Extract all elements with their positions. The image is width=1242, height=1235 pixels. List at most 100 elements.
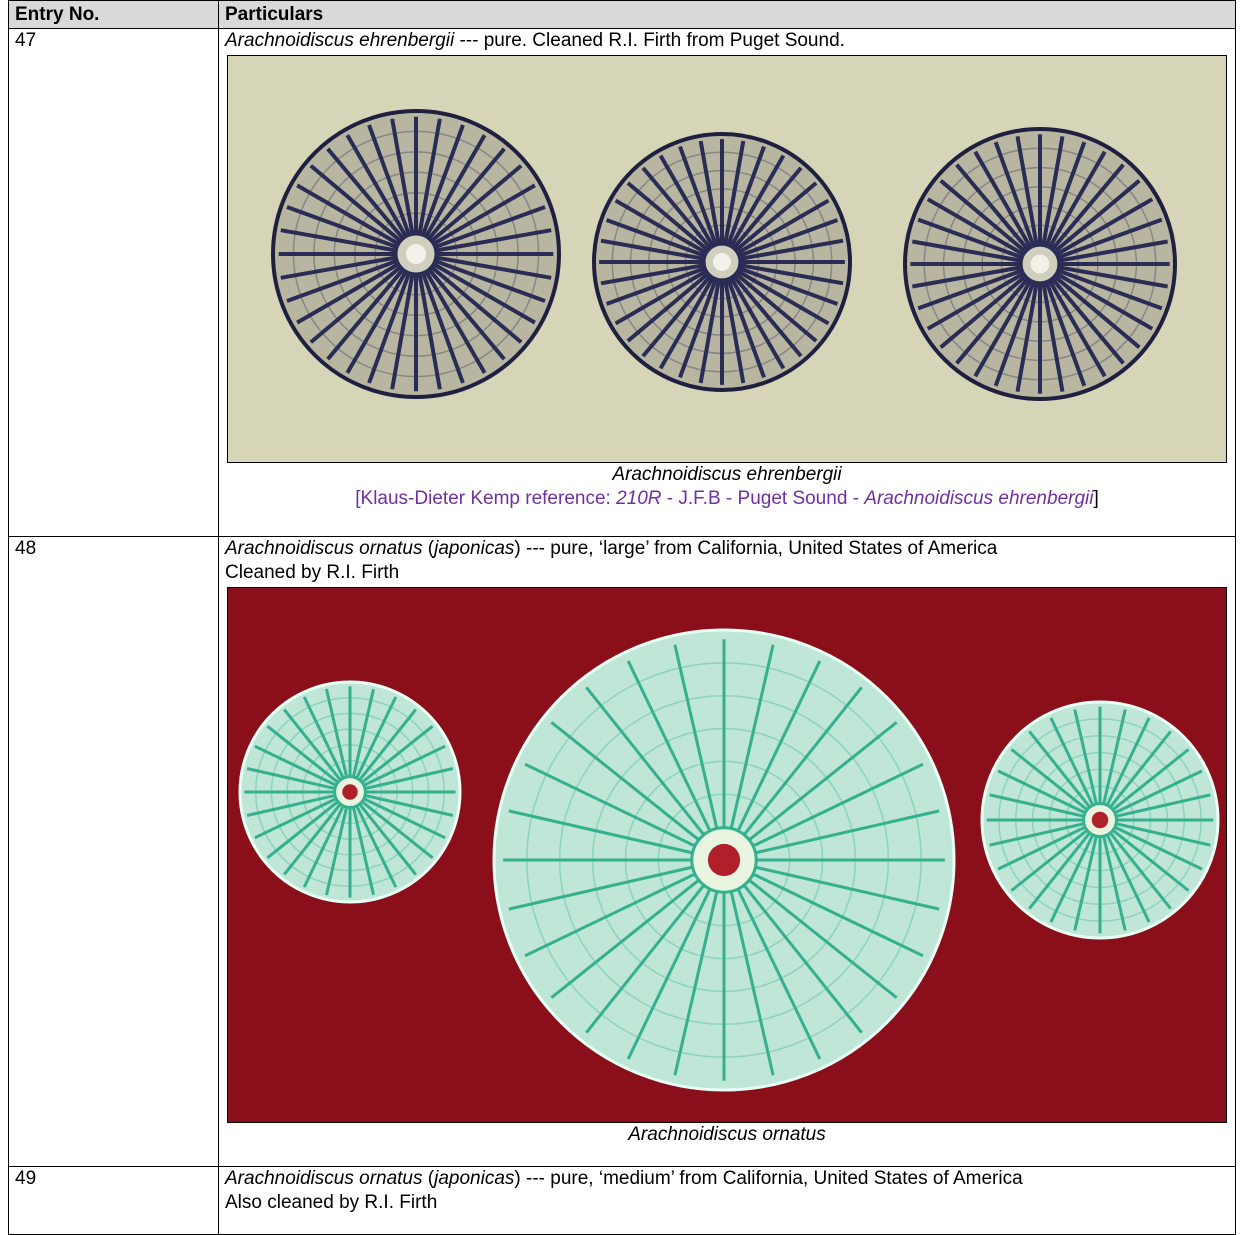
diatom-spoke — [917, 267, 1026, 311]
diatom-spoke — [1049, 832, 1096, 923]
diatom-spoke — [550, 876, 704, 999]
diatom-spoke — [361, 796, 446, 840]
photograph — [227, 55, 1227, 463]
diatom-spoke — [432, 255, 552, 280]
diatom-spoke — [1015, 279, 1040, 392]
text-run: - J.F.B - Puget Sound - — [661, 488, 865, 509]
diatom-spoke — [912, 239, 1025, 264]
text-run: Cleaned by R.I. Firth — [225, 562, 400, 583]
figure: Arachnoidiscus ornatus — [225, 587, 1229, 1147]
figure-caption: Arachnoidiscus ornatus — [628, 1124, 826, 1145]
diatom-spoke — [309, 164, 405, 245]
diatom-spoke — [1010, 827, 1090, 892]
diatom-spoke — [734, 660, 822, 836]
diatom-center — [707, 843, 741, 877]
diatom-spoke — [359, 799, 434, 860]
entry-number: 48 — [8, 536, 219, 1167]
diatom-spoke — [1040, 136, 1065, 249]
figure: Arachnoidiscus ehrenbergii [Klaus-Dieter … — [225, 55, 1229, 511]
diatom-center — [1030, 254, 1050, 274]
entries-table: Entry No. Particulars 47 Arachnoidiscus e… — [8, 0, 1236, 1235]
diatom-spoke — [390, 270, 415, 390]
diatom-spoke — [351, 804, 375, 896]
diatom-spoke — [735, 218, 839, 259]
diatom-spoke — [740, 686, 863, 840]
diatom-spoke — [641, 166, 714, 252]
diatom-spoke — [1113, 793, 1211, 819]
diatom-spoke — [282, 708, 343, 783]
diatom-spoke — [626, 660, 714, 836]
particulars: Arachnoidiscus ehrenbergii --- pure. Cle… — [218, 28, 1236, 537]
diatom-spoke — [422, 134, 487, 241]
figure-reference: [Klaus-Dieter Kemp reference: 210R - J.F… — [225, 487, 1229, 511]
diatom-spoke — [600, 262, 708, 286]
diatom-spoke — [524, 870, 700, 958]
diatom-spoke — [1043, 141, 1087, 250]
diatom-spoke — [345, 267, 410, 374]
diatom-spoke — [734, 198, 830, 257]
diatom-spoke — [955, 163, 1032, 253]
text-run: ) --- pure, ‘large’ from California, Uni… — [514, 538, 998, 559]
diatom-spoke — [431, 257, 546, 303]
diatom-spoke — [417, 118, 442, 238]
diatom-spoke — [750, 809, 940, 856]
diatom-spoke — [614, 267, 710, 326]
diatom-spoke — [427, 164, 523, 245]
diatom-spoke — [734, 884, 822, 1060]
diatom-spoke — [282, 801, 343, 876]
diatom-spoke — [419, 269, 465, 384]
diatom-spoke — [641, 272, 714, 358]
diatom — [492, 628, 956, 1092]
diatom-spoke — [1053, 270, 1154, 331]
diatom-spoke — [673, 886, 720, 1076]
diatom-spoke — [605, 218, 709, 259]
text-run: ( — [422, 1168, 435, 1189]
diatom-spoke — [367, 269, 413, 384]
diatom-spoke — [728, 886, 775, 1076]
diatom-spoke — [725, 145, 766, 249]
diatom-spoke — [354, 803, 398, 888]
text-run: Arachnoidiscus ornatus — [225, 538, 423, 559]
diatom-spoke — [585, 880, 708, 1034]
diatom-spoke — [744, 721, 898, 844]
diatom-spoke — [357, 708, 418, 783]
diatom-spoke — [750, 864, 940, 911]
particulars: Arachnoidiscus ornatus (japonicas) --- p… — [218, 536, 1236, 1167]
diatom-spoke — [730, 272, 803, 358]
diatom-spoke — [1107, 730, 1172, 810]
diatom-spoke — [1110, 748, 1190, 813]
diatom-spoke — [993, 141, 1037, 250]
diatom-spoke — [955, 275, 1032, 365]
text-run: --- pure. Cleaned R.I. Firth from Puget … — [454, 30, 845, 51]
diatom-spoke — [989, 793, 1087, 819]
diatom-spoke — [359, 724, 434, 785]
figure-caption: Arachnoidiscus ehrenbergii — [612, 464, 842, 485]
diatom-spoke — [326, 265, 407, 361]
diatom-center — [342, 784, 358, 800]
diatom — [980, 700, 1220, 940]
diatom-spoke — [732, 270, 818, 343]
diatom-spoke — [1104, 717, 1151, 808]
diatom-spoke — [1053, 197, 1154, 258]
diatom-spoke — [302, 803, 346, 888]
diatom-spoke — [1112, 824, 1203, 871]
diatom-spoke — [698, 140, 722, 248]
diatom-spoke — [367, 124, 413, 239]
diatom-spoke — [1055, 239, 1168, 264]
diatom-spoke — [1040, 279, 1065, 392]
text-run: ) --- pure, ‘medium’ from California, Un… — [514, 1168, 1023, 1189]
photograph — [227, 587, 1227, 1123]
diatom-spoke — [345, 134, 410, 241]
diatom-spoke — [296, 260, 403, 325]
header-cell: Entry No. — [8, 0, 219, 29]
diatom-spoke — [280, 228, 400, 253]
entry-row: 49 Arachnoidiscus ornatus (japonicas) ---… — [8, 1166, 1236, 1235]
diatom-spoke — [246, 793, 338, 817]
diatom-spoke — [748, 870, 924, 958]
entry-number: 49 — [8, 1166, 219, 1235]
diatom-spoke — [730, 166, 803, 252]
entry-row: 48 Arachnoidiscus ornatus (japonicas) ---… — [8, 536, 1236, 1167]
diatom-spoke — [362, 767, 454, 791]
